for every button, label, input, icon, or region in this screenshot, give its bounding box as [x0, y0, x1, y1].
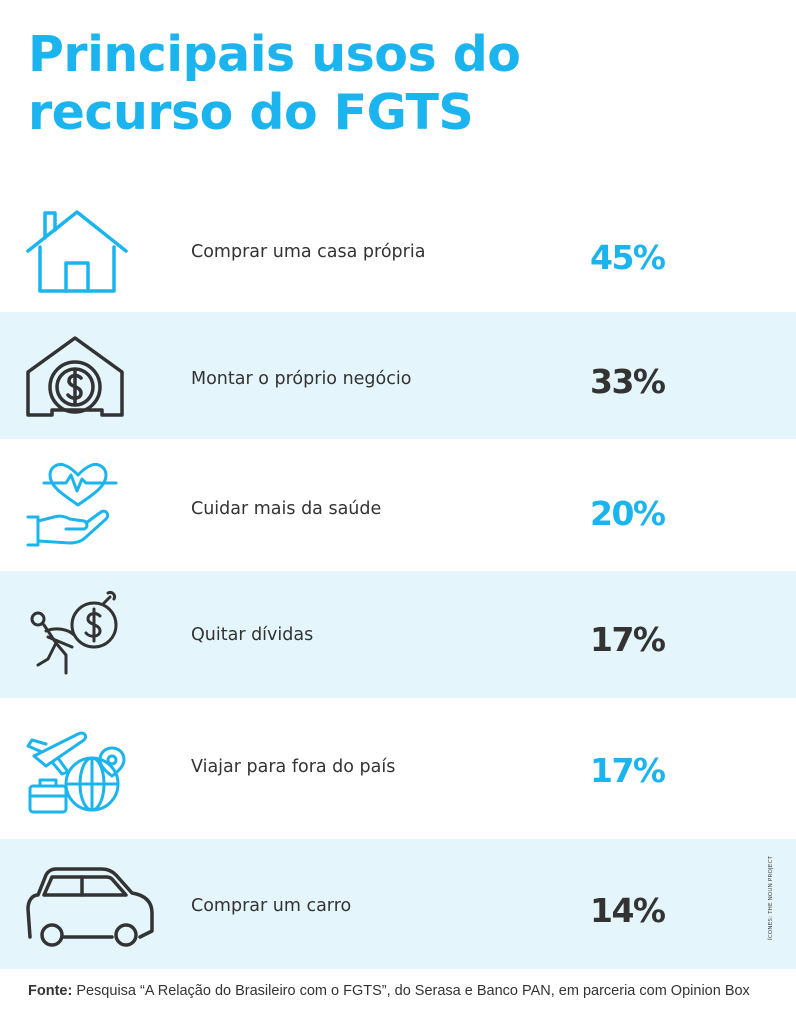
- item-value: 33%: [590, 362, 666, 401]
- source-prefix: Fonte:: [28, 983, 73, 999]
- house-icon: [24, 208, 130, 298]
- item-label: Montar o próprio negócio: [191, 369, 412, 389]
- title-line-2: recurso do FGTS: [28, 84, 474, 141]
- item-value: 45%: [590, 238, 666, 277]
- item-value: 17%: [590, 751, 666, 790]
- item-value: 14%: [590, 891, 666, 930]
- list-item: Montar o próprio negócio 33%: [0, 312, 796, 439]
- title-line-1: Principais usos do: [28, 26, 521, 83]
- travel-globe-icon: [24, 726, 130, 816]
- item-label: Quitar dívidas: [191, 625, 314, 645]
- item-value: 17%: [590, 620, 666, 659]
- list-item: Viajar para fora do país 17%: [0, 698, 796, 839]
- list-item: Quitar dívidas 17%: [0, 571, 796, 698]
- list-item: Comprar uma casa própria 45%: [0, 190, 796, 312]
- item-label: Cuidar mais da saúde: [191, 499, 382, 519]
- page-title: Principais usos do recurso do FGTS: [28, 26, 768, 142]
- debt-burden-icon: [24, 589, 130, 679]
- hand-heart-icon: [24, 461, 130, 551]
- source-note: Fonte: Pesquisa “A Relação do Brasileiro…: [28, 983, 788, 999]
- icon-credit: ÍCONES: THE NOUN PROJECT: [768, 855, 774, 940]
- item-label: Comprar um carro: [191, 896, 352, 916]
- car-icon: [24, 861, 154, 951]
- house-dollar-icon: [24, 332, 130, 422]
- list-item: Comprar um carro 14%: [0, 839, 796, 969]
- item-label: Comprar uma casa própria: [191, 242, 426, 262]
- source-text: Pesquisa “A Relação do Brasileiro com o …: [72, 983, 750, 999]
- item-label: Viajar para fora do país: [191, 757, 396, 777]
- item-value: 20%: [590, 494, 666, 533]
- list-item: Cuidar mais da saúde 20%: [0, 439, 796, 571]
